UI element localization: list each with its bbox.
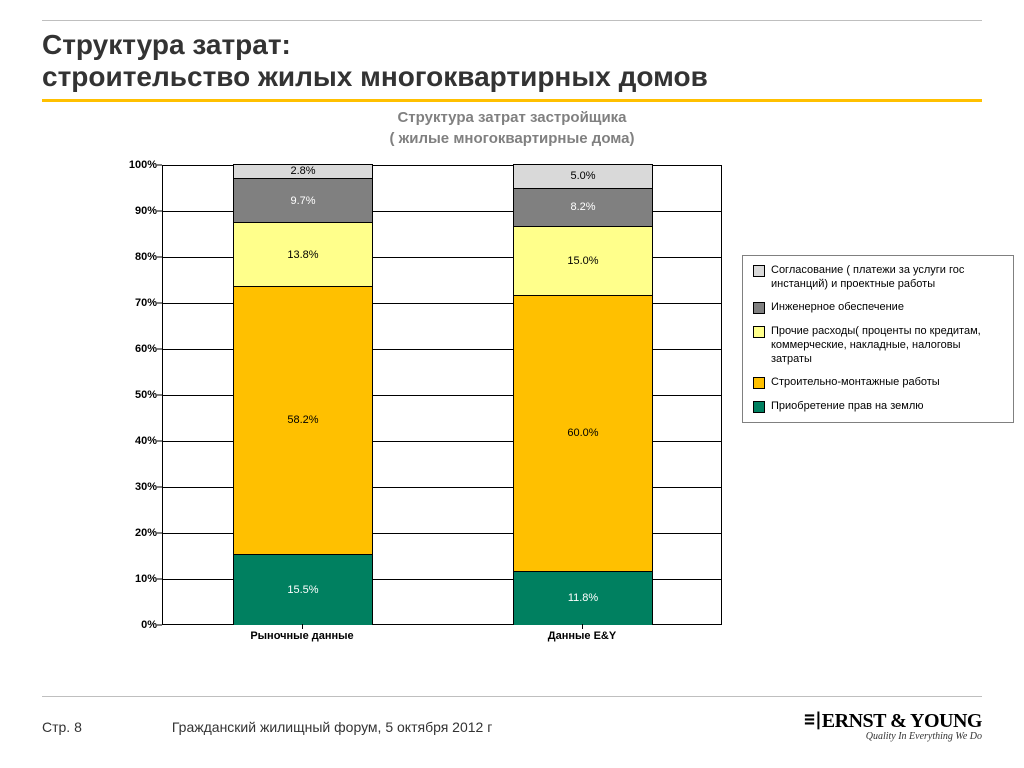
y-axis-label: 40%: [117, 435, 157, 447]
y-tick: [157, 394, 162, 395]
accent-line: [42, 99, 982, 102]
page-number: Стр. 8: [42, 719, 82, 735]
y-tick: [157, 302, 162, 303]
legend-label: Инженерное обеспечение: [771, 301, 1003, 315]
y-tick: [157, 624, 162, 625]
y-tick: [157, 164, 162, 165]
slide: Структура затрат: строительство жилых мн…: [0, 0, 1024, 768]
y-tick: [157, 578, 162, 579]
y-axis-label: 50%: [117, 389, 157, 401]
chart-area: 2.8%9.7%13.8%58.2%15.5% 5.0%8.2%15.0%60.0…: [42, 155, 982, 665]
legend-label: Строительно-монтажные работы: [771, 376, 1003, 390]
y-tick: [157, 440, 162, 441]
y-tick: [157, 532, 162, 533]
x-tick: [582, 624, 583, 629]
legend-swatch: [753, 401, 765, 413]
segment-other: 13.8%: [234, 222, 372, 285]
legend-item: Строительно-монтажные работы: [753, 376, 1003, 390]
chart-title-line-1: Структура затрат застройщика: [397, 109, 626, 126]
logo-name: ≡|ERNST & YOUNG: [804, 711, 982, 731]
segment-other: 15.0%: [514, 226, 652, 295]
legend-item: Инженерное обеспечение: [753, 301, 1003, 315]
y-axis-label: 10%: [117, 573, 157, 585]
legend: Согласование ( платежи за услуги гос инс…: [742, 255, 1014, 423]
y-axis-label: 90%: [117, 205, 157, 217]
title-line-2: строительство жилых многоквартирных домо…: [42, 61, 708, 92]
segment-engineering: 8.2%: [514, 188, 652, 226]
x-axis-label: Рыночные данные: [222, 630, 382, 642]
page-title: Структура затрат: строительство жилых мн…: [42, 29, 982, 93]
footer: Стр. 8 Гражданский жилищный форум, 5 окт…: [42, 696, 982, 742]
logo-text: ERNST & YOUNG: [822, 710, 982, 732]
x-tick: [302, 624, 303, 629]
legend-label: Прочие расходы( проценты по кредитам, ко…: [771, 325, 1003, 366]
bar-market: 2.8%9.7%13.8%58.2%15.5%: [233, 164, 373, 624]
y-axis-label: 60%: [117, 343, 157, 355]
y-axis-label: 30%: [117, 481, 157, 493]
legend-item: Приобретение прав на землю: [753, 400, 1003, 414]
segment-approvals: 2.8%: [234, 165, 372, 178]
segment-construction: 60.0%: [514, 295, 652, 571]
legend-swatch: [753, 377, 765, 389]
title-line-1: Структура затрат:: [42, 29, 291, 60]
legend-label: Согласование ( платежи за услуги гос инс…: [771, 264, 1003, 292]
plot-area: 2.8%9.7%13.8%58.2%15.5% 5.0%8.2%15.0%60.0…: [162, 165, 722, 625]
x-axis-label: Данные E&Y: [502, 630, 662, 642]
y-tick: [157, 486, 162, 487]
top-divider: [42, 20, 982, 21]
bar-ey: 5.0%8.2%15.0%60.0%11.8%: [513, 164, 653, 624]
segment-construction: 58.2%: [234, 286, 372, 554]
footer-row: Стр. 8 Гражданский жилищный форум, 5 окт…: [42, 711, 982, 742]
segment-land: 11.8%: [514, 571, 652, 625]
legend-swatch: [753, 326, 765, 338]
y-tick: [157, 256, 162, 257]
segment-engineering: 9.7%: [234, 178, 372, 223]
legend-item: Согласование ( платежи за услуги гос инс…: [753, 264, 1003, 292]
y-axis-label: 100%: [117, 159, 157, 171]
legend-swatch: [753, 302, 765, 314]
y-tick: [157, 348, 162, 349]
y-axis-label: 80%: [117, 251, 157, 263]
chart-title-line-2: ( жилые многоквартирные дома): [389, 130, 634, 147]
chart-title: Структура затрат застройщика ( жилые мно…: [42, 108, 982, 149]
y-axis-label: 0%: [117, 619, 157, 631]
segment-approvals: 5.0%: [514, 165, 652, 188]
y-tick: [157, 210, 162, 211]
ernst-young-logo: ≡|ERNST & YOUNG Quality In Everything We…: [804, 711, 982, 742]
logo-bars-icon: ≡|: [804, 709, 822, 730]
legend-swatch: [753, 265, 765, 277]
legend-label: Приобретение прав на землю: [771, 400, 1003, 414]
segment-land: 15.5%: [234, 554, 372, 625]
footer-divider: [42, 696, 982, 697]
y-axis-label: 70%: [117, 297, 157, 309]
footer-text: Гражданский жилищный форум, 5 октября 20…: [82, 719, 804, 735]
logo-tagline: Quality In Everything We Do: [804, 732, 982, 742]
y-axis-label: 20%: [117, 527, 157, 539]
legend-item: Прочие расходы( проценты по кредитам, ко…: [753, 325, 1003, 366]
